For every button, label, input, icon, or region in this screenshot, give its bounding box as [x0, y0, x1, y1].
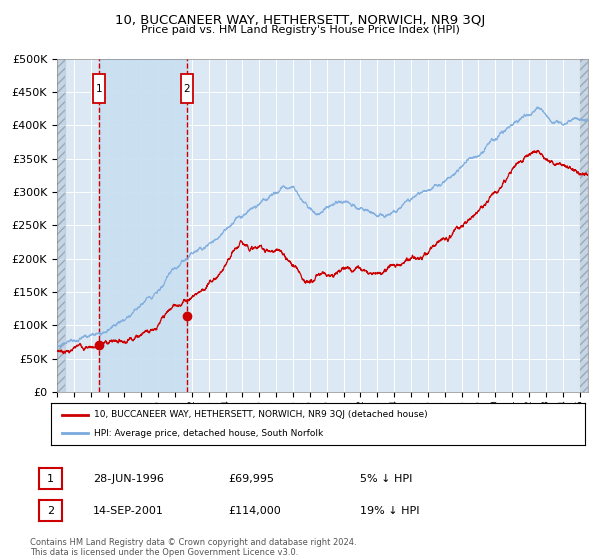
Text: £114,000: £114,000	[228, 506, 281, 516]
Text: 14-SEP-2001: 14-SEP-2001	[93, 506, 164, 516]
Bar	[580, 59, 588, 392]
Bar	[99, 59, 187, 392]
Text: Contains HM Land Registry data © Crown copyright and database right 2024.
This d: Contains HM Land Registry data © Crown c…	[30, 538, 356, 557]
Text: £69,995: £69,995	[228, 474, 274, 484]
FancyBboxPatch shape	[181, 74, 193, 104]
Text: 1: 1	[95, 84, 102, 94]
Text: Price paid vs. HM Land Registry's House Price Index (HPI): Price paid vs. HM Land Registry's House …	[140, 25, 460, 35]
FancyBboxPatch shape	[92, 74, 106, 104]
Text: 1: 1	[47, 474, 54, 484]
Bar	[580, 59, 588, 392]
Text: 10, BUCCANEER WAY, HETHERSETT, NORWICH, NR9 3QJ: 10, BUCCANEER WAY, HETHERSETT, NORWICH, …	[115, 14, 485, 27]
Text: 10, BUCCANEER WAY, HETHERSETT, NORWICH, NR9 3QJ (detached house): 10, BUCCANEER WAY, HETHERSETT, NORWICH, …	[94, 410, 427, 419]
Text: 28-JUN-1996: 28-JUN-1996	[93, 474, 164, 484]
Bar	[57, 59, 65, 392]
Text: 2: 2	[184, 84, 190, 94]
Text: HPI: Average price, detached house, South Norfolk: HPI: Average price, detached house, Sout…	[94, 429, 323, 438]
Text: 2: 2	[47, 506, 54, 516]
Text: 19% ↓ HPI: 19% ↓ HPI	[360, 506, 419, 516]
Text: 5% ↓ HPI: 5% ↓ HPI	[360, 474, 412, 484]
Bar	[57, 59, 65, 392]
